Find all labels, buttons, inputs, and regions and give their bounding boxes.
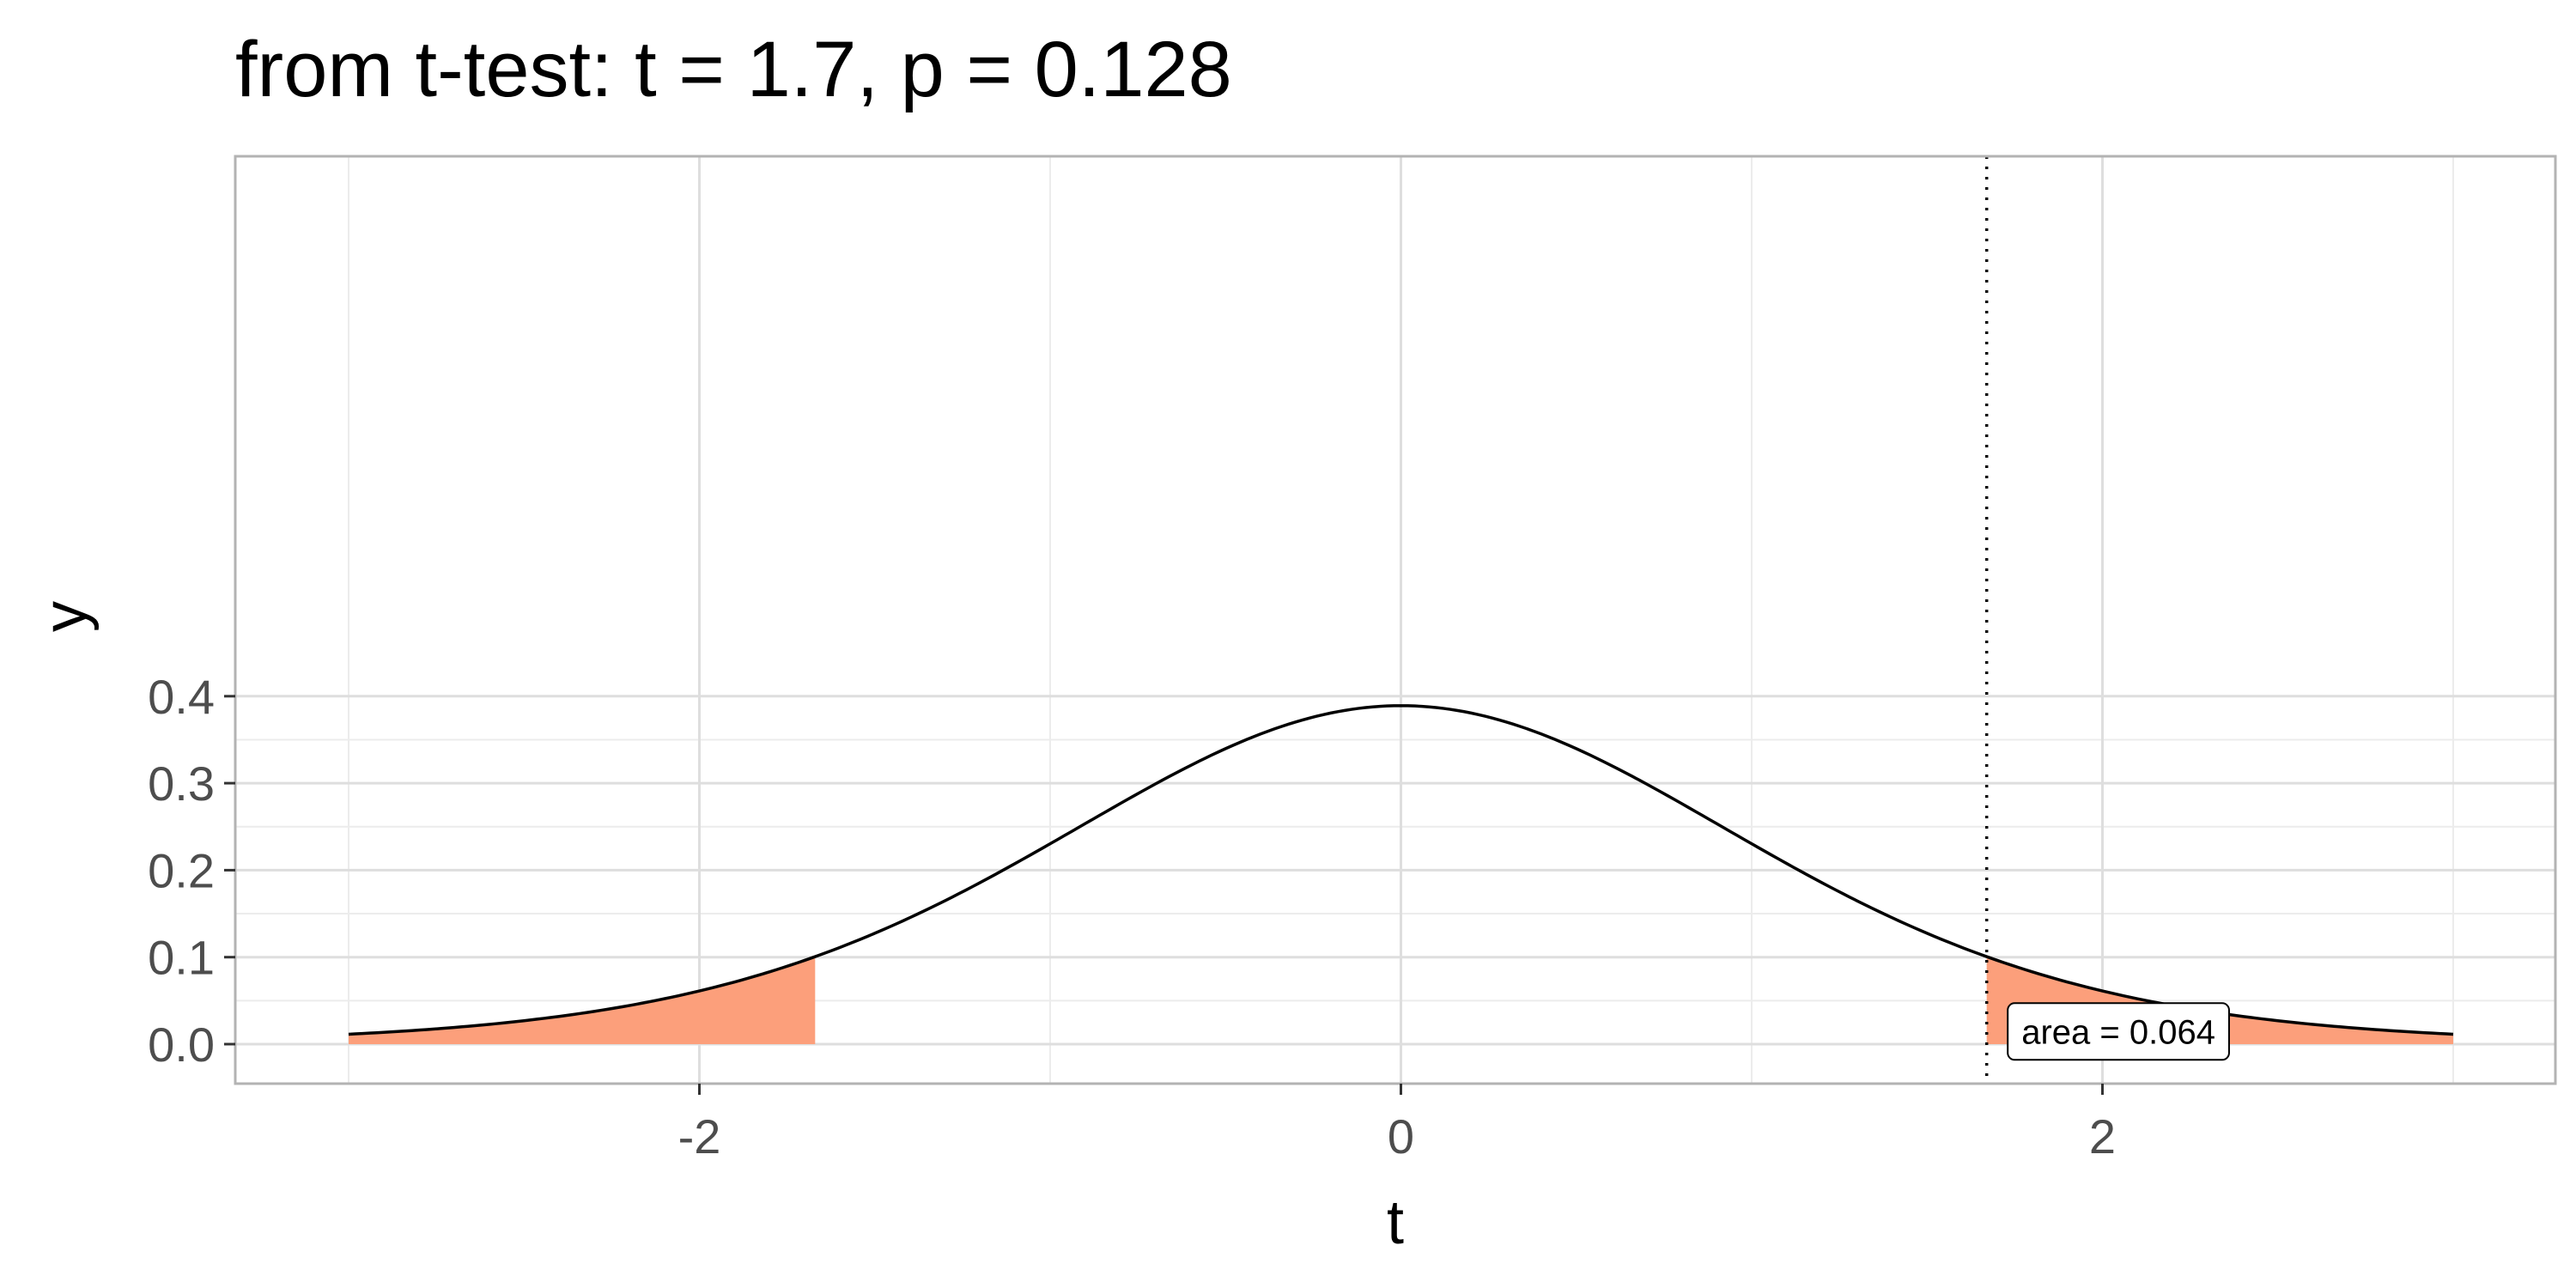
panel-border xyxy=(234,155,2557,1085)
y-axis-title: y xyxy=(31,601,100,632)
annotation-layer: area = 0.064 xyxy=(2007,1002,2230,1061)
area-annotation-text: area = 0.064 xyxy=(2021,1013,2215,1051)
area-annotation-box xyxy=(2007,1002,2230,1061)
density-curve xyxy=(348,704,2454,1036)
x-tick-label: 0 xyxy=(1388,1109,1414,1163)
left-tail-shaded-area xyxy=(349,957,816,1044)
area-annotation: area = 0.064 xyxy=(2007,1002,2230,1061)
y-tick-label: 0.4 xyxy=(148,670,215,724)
axis-ticks: -2 0 2 0.0 0.1 0.2 0.3 0.4 xyxy=(148,670,2116,1163)
y-tick-label: 0.3 xyxy=(148,756,215,811)
y-tick-label: 0.1 xyxy=(148,931,215,985)
y-tick-label: 0.0 xyxy=(148,1018,215,1072)
x-tick-label: -2 xyxy=(678,1109,721,1163)
x-axis-title: t xyxy=(1387,1188,1404,1257)
y-tick-label: 0.2 xyxy=(148,843,215,897)
density-curve-layer xyxy=(348,704,2454,1036)
x-tick-label: 2 xyxy=(2089,1109,2116,1163)
chart-title: from t-test: t = 1.7, p = 0.128 xyxy=(235,26,1232,113)
grid-layer xyxy=(235,156,2555,1084)
